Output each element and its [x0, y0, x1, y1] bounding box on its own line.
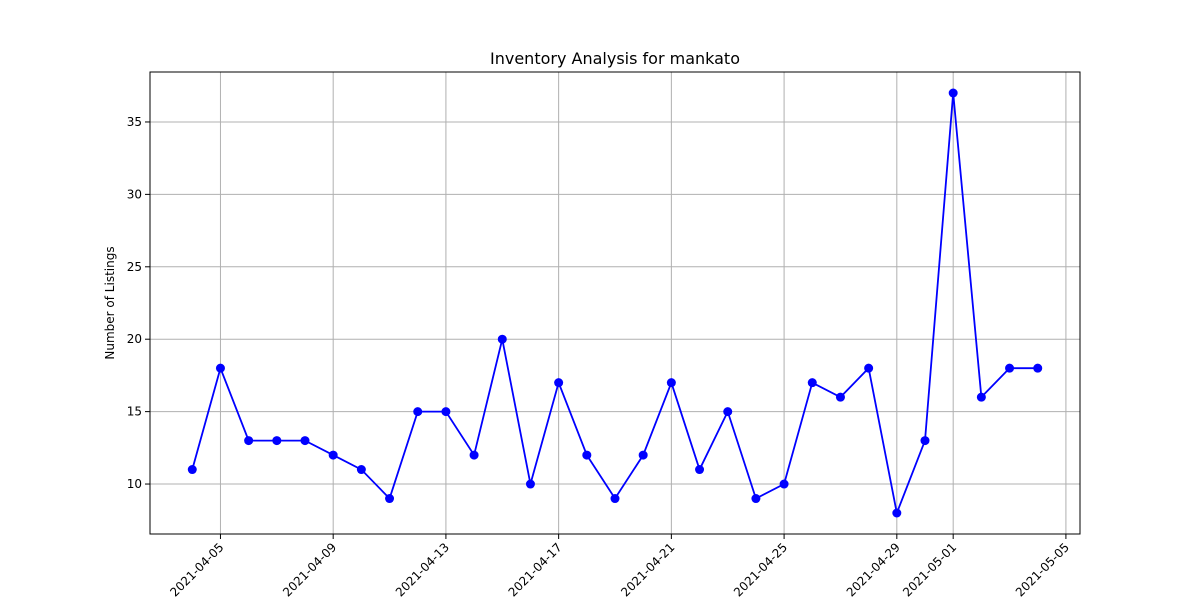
- x-tick-label: 2021-04-29: [844, 540, 903, 599]
- data-point: [723, 407, 733, 417]
- y-tick-label: 20: [127, 332, 142, 346]
- x-tick-label: 2021-04-25: [731, 540, 790, 599]
- y-tick-label: 10: [127, 477, 142, 491]
- axis-ticks: 2021-04-05 2021-04-09 2021-04-13 2021-04-17…: [127, 115, 1072, 599]
- data-point: [215, 363, 225, 373]
- series-layer: [187, 88, 1043, 518]
- data-point: [864, 363, 874, 373]
- data-point: [441, 407, 451, 417]
- data-point: [1033, 363, 1043, 373]
- x-tick-label: 2021-04-05: [167, 540, 226, 599]
- series-line: [191, 92, 1038, 517]
- y-tick-label: 35: [127, 115, 142, 129]
- x-tick-label: 2021-05-01: [900, 540, 959, 599]
- data-point: [948, 88, 958, 98]
- data-point: [187, 465, 197, 475]
- grid-lines: [150, 72, 1080, 534]
- x-tick-label: 2021-05-05: [1013, 540, 1072, 599]
- x-tick-label: 2021-04-21: [618, 540, 677, 599]
- data-point: [892, 508, 902, 518]
- data-point: [385, 494, 395, 504]
- data-point: [525, 479, 535, 489]
- data-point: [976, 392, 986, 402]
- data-point: [554, 378, 564, 388]
- data-point: [1005, 363, 1015, 373]
- y-tick-label: 30: [127, 187, 142, 201]
- x-tick-label: 2021-04-17: [506, 540, 565, 599]
- y-tick-label: 15: [127, 405, 142, 419]
- x-tick-label: 2021-04-13: [393, 540, 452, 599]
- data-point: [356, 465, 366, 475]
- y-tick-label: 25: [127, 260, 142, 274]
- chart-title: Inventory Analysis for mankato: [490, 49, 740, 68]
- data-point: [638, 450, 648, 460]
- data-point: [807, 378, 817, 388]
- data-point: [779, 479, 789, 489]
- data-point: [497, 334, 507, 344]
- x-tick-label: 2021-04-09: [280, 540, 339, 599]
- data-point: [695, 465, 705, 475]
- plot-frame: [149, 71, 1081, 535]
- y-axis-label: Number of Listings: [103, 246, 117, 359]
- data-point: [328, 450, 338, 460]
- data-point: [244, 436, 254, 446]
- data-point: [751, 494, 761, 504]
- data-point: [666, 378, 676, 388]
- data-point: [300, 436, 310, 446]
- data-point: [835, 392, 845, 402]
- data-point: [272, 436, 282, 446]
- data-point: [610, 494, 620, 504]
- data-point: [469, 450, 479, 460]
- data-point: [920, 436, 930, 446]
- data-point: [413, 407, 423, 417]
- data-point: [582, 450, 592, 460]
